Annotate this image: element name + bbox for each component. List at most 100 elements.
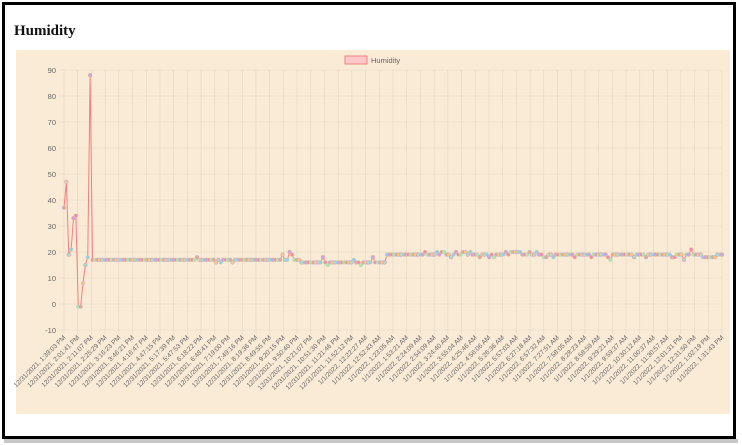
data-point[interactable]	[672, 255, 677, 260]
data-point[interactable]	[356, 260, 361, 265]
data-point[interactable]	[643, 255, 649, 260]
y-tick-label: 90	[48, 66, 56, 75]
data-point[interactable]	[544, 255, 549, 260]
data-point[interactable]	[422, 249, 428, 255]
data-point[interactable]	[517, 249, 523, 255]
data-point[interactable]	[85, 255, 90, 260]
data-point[interactable]	[458, 252, 463, 257]
data-point[interactable]	[192, 257, 197, 262]
data-point[interactable]	[719, 252, 725, 257]
data-point[interactable]	[420, 252, 425, 257]
data-point[interactable]	[679, 252, 684, 257]
y-tick-label: 10	[48, 274, 56, 283]
data-point[interactable]	[194, 255, 200, 260]
data-point[interactable]	[80, 281, 86, 286]
data-point[interactable]	[285, 257, 290, 262]
data-point[interactable]	[572, 255, 577, 260]
data-point[interactable]	[631, 255, 637, 260]
y-tick-label: 30	[48, 222, 56, 231]
data-point[interactable]	[527, 249, 532, 255]
data-point[interactable]	[605, 255, 611, 260]
data-point[interactable]	[78, 304, 83, 309]
data-point[interactable]	[686, 252, 691, 257]
data-point[interactable]	[66, 252, 71, 257]
data-point[interactable]	[603, 252, 608, 257]
data-point[interactable]	[641, 252, 646, 257]
data-point[interactable]	[570, 252, 575, 257]
data-point[interactable]	[589, 255, 594, 260]
data-point[interactable]	[698, 252, 703, 257]
data-point[interactable]	[437, 252, 442, 257]
data-point[interactable]	[228, 257, 233, 262]
data-point[interactable]	[287, 249, 292, 255]
data-point[interactable]	[325, 262, 330, 268]
data-point[interactable]	[64, 179, 69, 184]
data-point[interactable]	[489, 252, 494, 257]
data-point[interactable]	[230, 260, 235, 265]
y-tick-label: 0	[52, 300, 56, 309]
data-point[interactable]	[681, 257, 687, 262]
data-point[interactable]	[551, 255, 556, 260]
data-point[interactable]	[548, 252, 554, 257]
data-point[interactable]	[534, 249, 539, 255]
data-point[interactable]	[68, 247, 74, 252]
data-point[interactable]	[318, 260, 323, 265]
data-point[interactable]	[323, 260, 328, 265]
data-point[interactable]	[289, 252, 295, 257]
data-point[interactable]	[434, 249, 440, 255]
data-point[interactable]	[468, 249, 473, 255]
data-point[interactable]	[487, 255, 492, 260]
data-point[interactable]	[477, 255, 482, 260]
data-point[interactable]	[87, 73, 93, 78]
data-point[interactable]	[539, 252, 544, 257]
data-point[interactable]	[370, 255, 375, 260]
chart-background	[16, 50, 730, 414]
data-point[interactable]	[501, 252, 506, 257]
data-point[interactable]	[297, 257, 302, 262]
data-point[interactable]	[463, 249, 468, 255]
data-point[interactable]	[503, 249, 508, 255]
data-point[interactable]	[449, 255, 454, 260]
data-point[interactable]	[216, 257, 221, 262]
data-point[interactable]	[712, 255, 718, 260]
data-point[interactable]	[213, 260, 219, 265]
data-point[interactable]	[368, 260, 373, 265]
data-point[interactable]	[475, 252, 480, 257]
data-point[interactable]	[349, 260, 354, 265]
data-point[interactable]	[280, 252, 285, 257]
data-point[interactable]	[211, 257, 216, 262]
data-point[interactable]	[491, 255, 497, 260]
data-point[interactable]	[629, 252, 634, 257]
data-point[interactable]	[218, 260, 223, 265]
data-point[interactable]	[465, 252, 470, 257]
data-point[interactable]	[525, 252, 530, 257]
legend-label: Humidity	[371, 56, 400, 65]
data-point[interactable]	[532, 252, 537, 257]
data-point[interactable]	[351, 257, 356, 262]
data-point[interactable]	[83, 262, 88, 268]
data-point[interactable]	[586, 252, 592, 257]
chart-grid	[59, 69, 723, 334]
y-axis: -10 0 10 20 30 40 50 60 70 80 90	[45, 66, 56, 335]
data-point[interactable]	[358, 262, 364, 268]
y-tick-label: -10	[45, 326, 56, 335]
data-point[interactable]	[432, 252, 437, 257]
data-point[interactable]	[61, 205, 67, 210]
data-point[interactable]	[451, 252, 456, 257]
data-point[interactable]	[608, 257, 613, 262]
data-point[interactable]	[73, 213, 79, 218]
data-point[interactable]	[278, 257, 283, 262]
legend-swatch	[344, 55, 368, 65]
data-point[interactable]	[506, 252, 511, 257]
data-point[interactable]	[71, 216, 76, 221]
data-point[interactable]	[484, 252, 489, 257]
data-point[interactable]	[382, 260, 387, 265]
data-point[interactable]	[688, 247, 694, 252]
data-point[interactable]	[667, 252, 672, 257]
chart-legend[interactable]: Humidity	[344, 55, 400, 65]
data-point[interactable]	[441, 249, 447, 255]
data-point[interactable]	[453, 249, 459, 255]
data-point[interactable]	[320, 255, 326, 260]
data-point[interactable]	[446, 252, 451, 257]
